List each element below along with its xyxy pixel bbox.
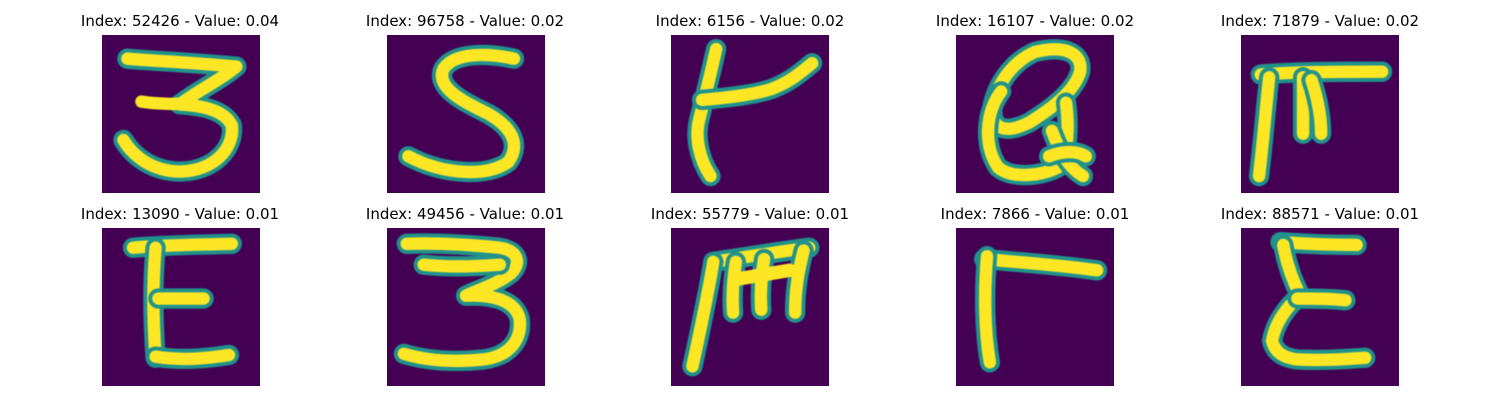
glyph-image-q [956,35,1114,193]
glyph-image-e [102,228,260,386]
glyph-image-t-hook [1241,35,1399,193]
panel-title: Index: 16107 - Value: 0.02 [935,12,1135,30]
glyph-image-3-flat [387,228,545,386]
panel-title: Index: 13090 - Value: 0.01 [80,205,280,223]
panel-title: Index: 7866 - Value: 0.01 [940,205,1130,223]
panel-title: Index: 49456 - Value: 0.01 [365,205,565,223]
panel-title: Index: 88571 - Value: 0.01 [1220,205,1420,223]
panel-title: Index: 55779 - Value: 0.01 [650,205,850,223]
glyph-image-3 [102,35,260,193]
glyph-image-t [671,35,829,193]
panel-title: Index: 71879 - Value: 0.02 [1220,12,1420,30]
glyph-image-r [956,228,1114,386]
panel-title: Index: 52426 - Value: 0.04 [80,12,280,30]
glyph-image-m [671,228,829,386]
panel-title: Index: 6156 - Value: 0.02 [655,12,845,30]
panel-title: Index: 96758 - Value: 0.02 [365,12,565,30]
glyph-image-s [387,35,545,193]
glyph-image-sigma-e [1241,228,1399,386]
